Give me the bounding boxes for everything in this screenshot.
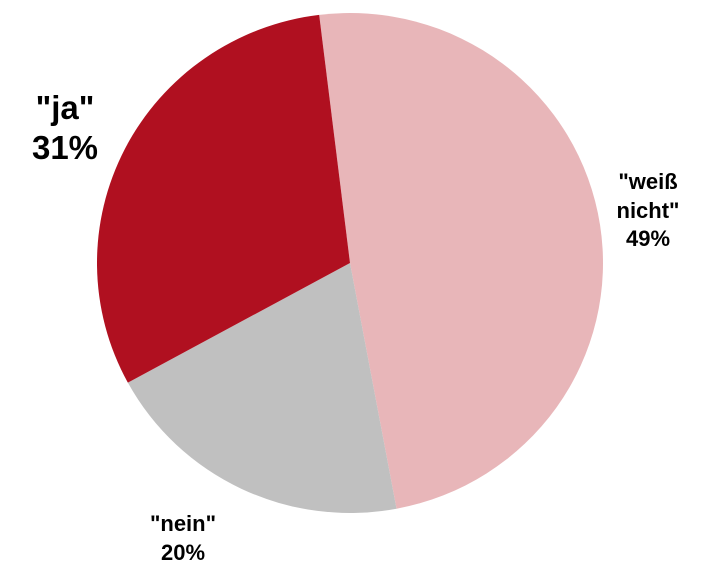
label-weiss-nicht-line1: "weiß [618,169,678,194]
label-nein-pct: 20% [160,539,206,565]
label-nein-name: "nein" [149,511,217,536]
label-weiss-nicht-line2: nicht" [616,197,680,223]
label-ja-name: "ja" [35,89,95,126]
pie-slice-nein [127,263,397,513]
label-nein: "nein" 20% [128,510,238,567]
label-weiss-nicht: "weiß nicht" 49% [598,168,698,254]
label-ja: "ja" 31% [10,88,120,167]
label-weiss-nicht-pct: 49% [625,226,671,252]
pie-slice-ja [96,14,350,383]
pie-slice-weiss-nicht [319,12,603,509]
label-ja-pct: 31% [31,128,99,166]
